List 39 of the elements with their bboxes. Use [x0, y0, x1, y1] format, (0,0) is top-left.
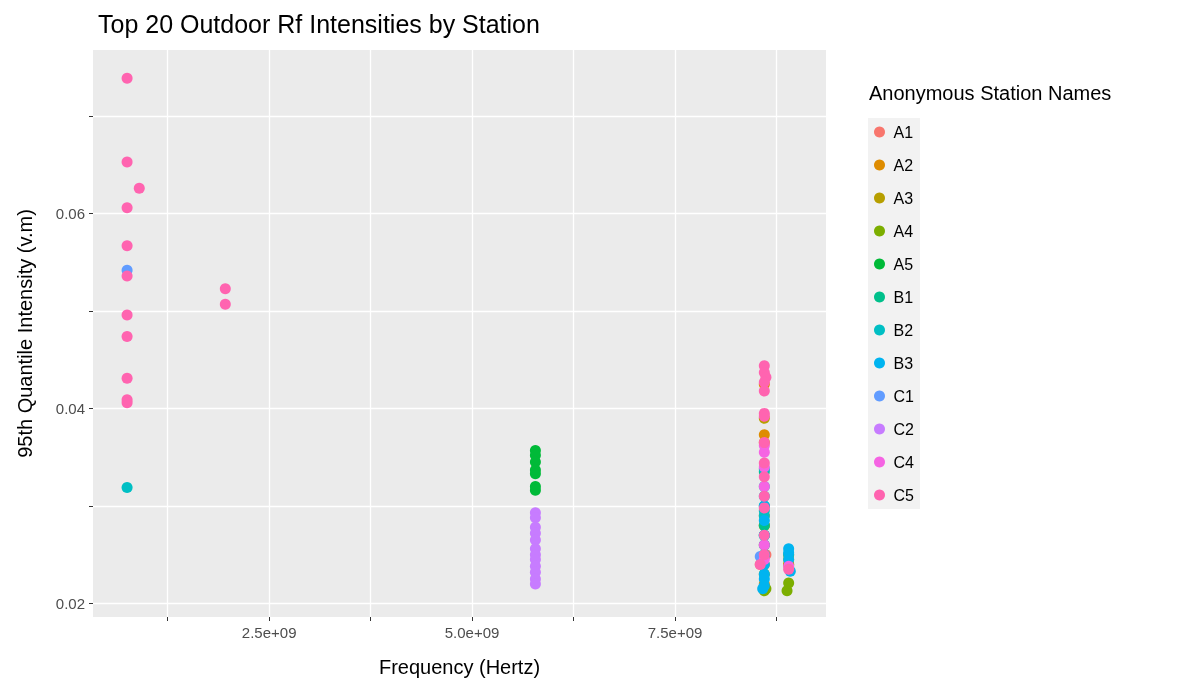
point [121, 372, 133, 384]
point [758, 457, 770, 469]
legend-label: C4 [893, 453, 915, 471]
x-tick-label: 7.5e+09 [647, 624, 703, 641]
legend-label: B2 [893, 321, 914, 339]
point [121, 270, 133, 282]
legend-label: B3 [893, 354, 914, 372]
point [121, 202, 133, 214]
point [121, 481, 133, 493]
point [121, 330, 133, 342]
legend-label: A1 [893, 123, 914, 141]
point [121, 156, 133, 168]
legend-label: C1 [893, 387, 915, 405]
point [121, 72, 133, 84]
point [219, 283, 231, 295]
legend-label: A3 [893, 189, 914, 207]
y-axis-title: 95th Quantile Intensity (v.m) [14, 209, 36, 458]
legend-label: C2 [893, 420, 915, 438]
point [783, 577, 795, 589]
point [758, 471, 770, 483]
point [219, 298, 231, 310]
point [121, 309, 133, 321]
legend-label: A2 [893, 156, 914, 174]
legend-label: C5 [893, 486, 915, 504]
point [758, 515, 770, 527]
x-axis-title: Frequency (Hertz) [378, 656, 541, 678]
legend-label: A4 [893, 222, 914, 240]
point [121, 240, 133, 252]
chart-title: Top 20 Outdoor Rf Intensities by Station [98, 9, 540, 38]
x-tick-label: 5.0e+09 [444, 624, 500, 641]
x-tick-label: 2.5e+09 [241, 624, 297, 641]
y-tick-label: 0.04 [55, 400, 85, 418]
legend-label: B1 [893, 288, 914, 306]
point [133, 182, 145, 194]
y-tick-label: 0.06 [55, 205, 85, 223]
y-tick-label: 0.02 [55, 594, 85, 612]
point [758, 385, 770, 397]
legend-label: A5 [893, 255, 914, 273]
legend-title: Anonymous Station Names [869, 82, 1112, 104]
